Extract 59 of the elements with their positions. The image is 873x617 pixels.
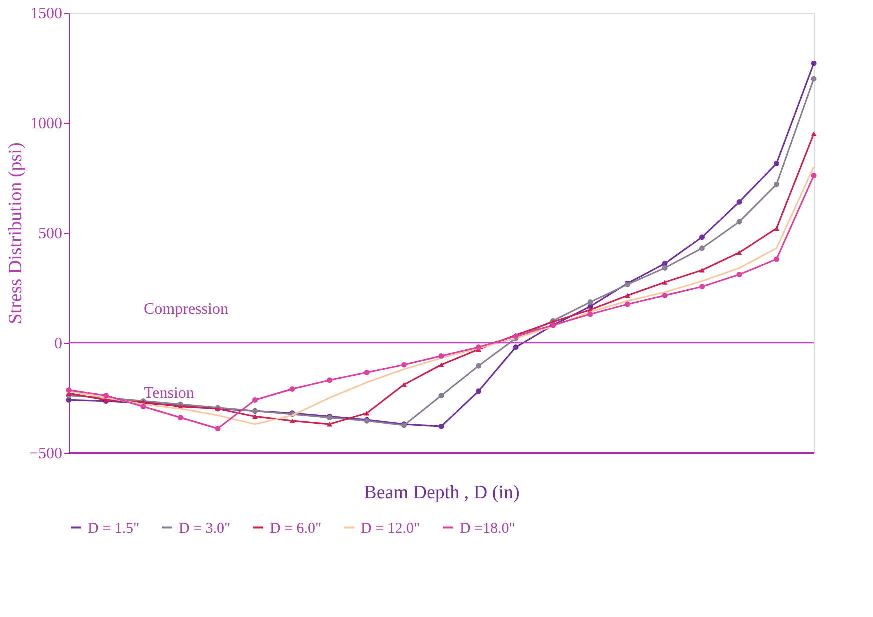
x-axis-title: Beam Depth , D (in) <box>364 482 520 504</box>
point <box>774 182 780 188</box>
point <box>364 370 370 376</box>
point <box>290 418 296 424</box>
point <box>476 388 482 394</box>
point <box>700 284 705 290</box>
legend-label: D = 12.0" <box>361 520 420 537</box>
point <box>811 60 817 66</box>
annotation: Tension <box>144 385 194 402</box>
legend-label: D =18.0" <box>460 520 516 537</box>
point <box>774 160 780 166</box>
point <box>736 219 742 225</box>
point <box>700 246 705 252</box>
point <box>438 362 444 368</box>
point <box>438 353 444 359</box>
y-tick-label: 500 <box>38 226 62 242</box>
point <box>476 363 482 369</box>
point <box>252 397 258 403</box>
legend-label: D = 3.0" <box>179 520 231 537</box>
point <box>402 362 407 368</box>
point <box>774 256 780 262</box>
point <box>140 404 146 410</box>
point <box>625 293 630 298</box>
y-axis-title: Stress Distribution (psi) <box>5 142 26 324</box>
point <box>736 272 742 278</box>
point <box>327 378 332 384</box>
point <box>66 388 72 394</box>
y-tick-label: 1500 <box>30 6 62 22</box>
point <box>438 424 444 430</box>
point <box>438 393 444 399</box>
point <box>736 199 742 205</box>
point <box>588 300 594 306</box>
point <box>215 426 221 432</box>
y-tick-label: −500 <box>29 446 62 462</box>
legend-label: D = 1.5" <box>88 520 140 537</box>
point <box>476 344 482 350</box>
point <box>402 382 407 388</box>
point <box>625 302 630 308</box>
point <box>513 344 519 350</box>
point <box>364 411 370 416</box>
legend-label: D = 6.0" <box>270 520 322 537</box>
point <box>252 414 258 420</box>
point <box>774 226 780 231</box>
point <box>811 132 817 136</box>
point <box>736 250 742 256</box>
point <box>588 312 594 318</box>
point <box>178 415 184 421</box>
point <box>811 173 817 179</box>
point <box>662 280 668 285</box>
point <box>700 234 705 240</box>
point <box>811 76 817 82</box>
point <box>327 422 332 427</box>
point <box>662 292 668 298</box>
point <box>290 386 296 392</box>
y-tick-label: 0 <box>54 336 62 352</box>
point <box>662 265 668 271</box>
point <box>700 268 705 273</box>
annotation: Compression <box>144 301 228 318</box>
y-tick-label: 1000 <box>30 116 62 132</box>
